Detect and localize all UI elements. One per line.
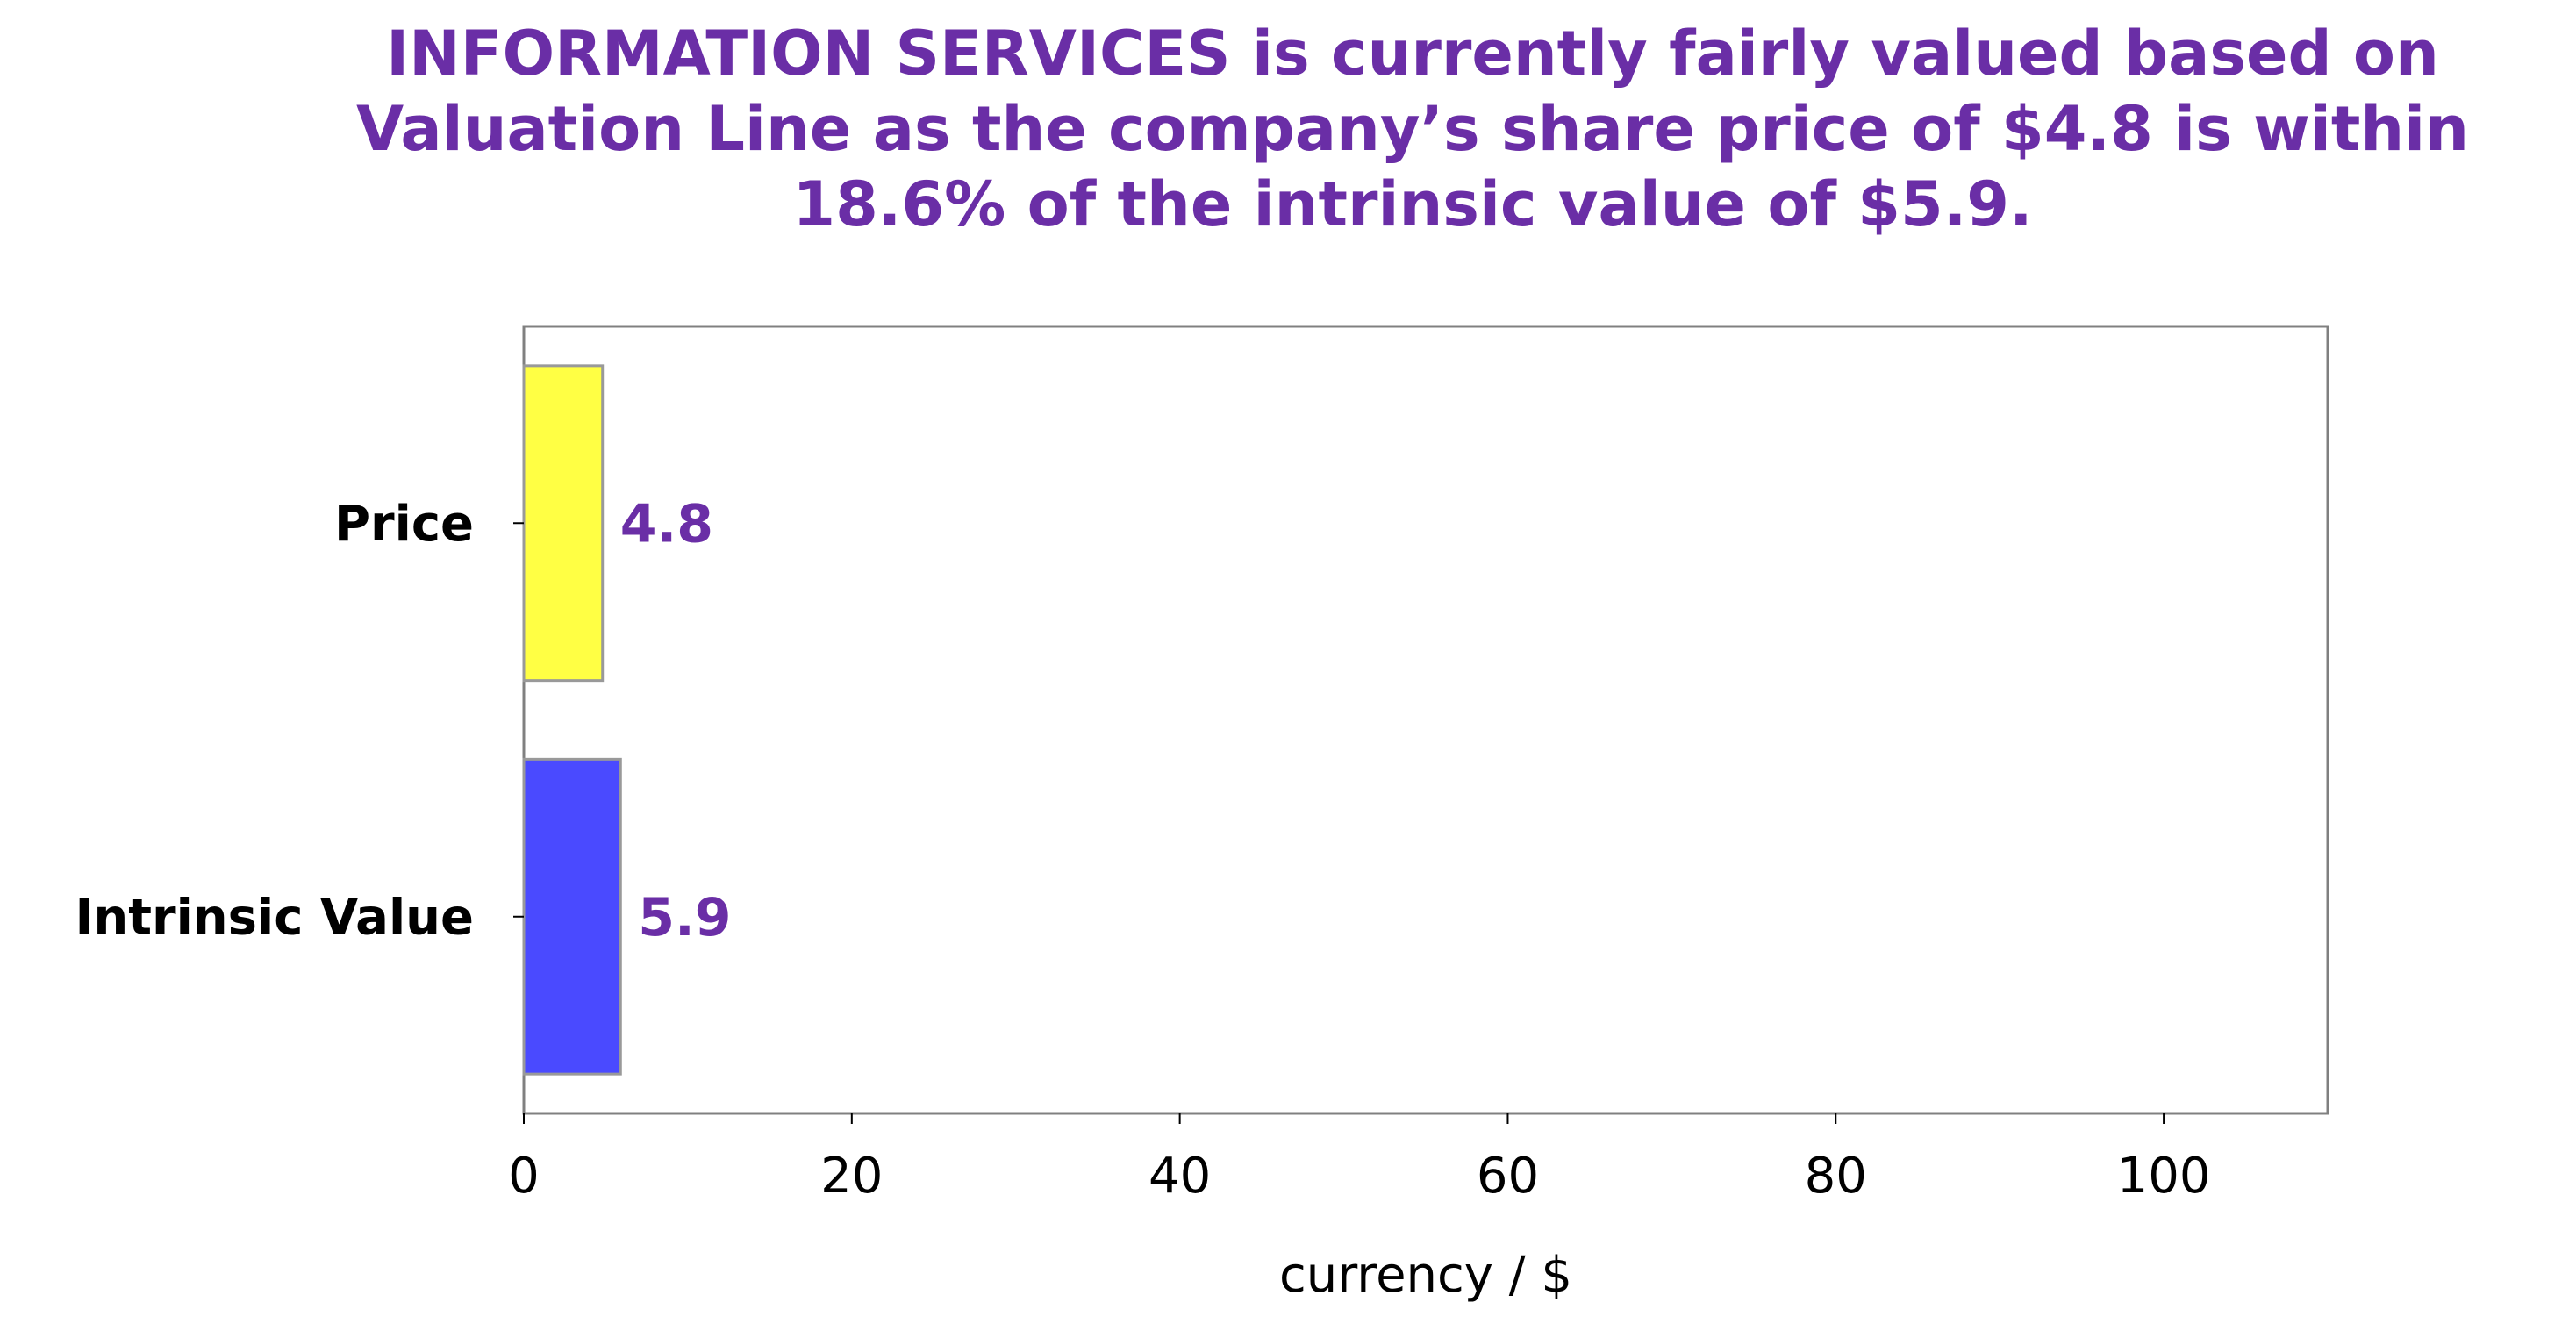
bar-price	[522, 364, 605, 683]
chart-title-line-3: 18.6% of the intrinsic value of $5.9.	[792, 168, 2033, 240]
x-axis-ticks: 0 20 40 60 80 100	[508, 1113, 2211, 1205]
x-tick-label-80: 80	[1805, 1148, 1867, 1205]
value-label-price: 4.8	[620, 493, 713, 555]
y-axis-ticks: Price Intrinsic Value	[75, 496, 524, 946]
value-label-intrinsic-value: 5.9	[638, 887, 731, 948]
x-tick-label-100: 100	[2117, 1148, 2211, 1205]
x-axis-label: currency / $	[1279, 1247, 1572, 1304]
plot-frame	[522, 325, 2329, 1115]
x-tick-label-20: 20	[820, 1148, 883, 1205]
bar-intrinsic-value	[522, 757, 622, 1076]
value-labels-group: 4.8 5.9	[620, 493, 732, 948]
category-label-price: Price	[334, 496, 474, 553]
x-tick-label-60: 60	[1477, 1148, 1539, 1205]
chart-title-line-1: INFORMATION SERVICES is currently fairly…	[386, 18, 2439, 89]
chart-title-line-2: Valuation Line as the company’s share pr…	[356, 93, 2469, 165]
x-tick-label-40: 40	[1148, 1148, 1211, 1205]
x-tick-label-0: 0	[508, 1148, 540, 1205]
category-label-intrinsic-value: Intrinsic Value	[75, 889, 474, 946]
bars-group	[522, 364, 622, 1076]
chart-title: INFORMATION SERVICES is currently fairly…	[246, 16, 2576, 242]
